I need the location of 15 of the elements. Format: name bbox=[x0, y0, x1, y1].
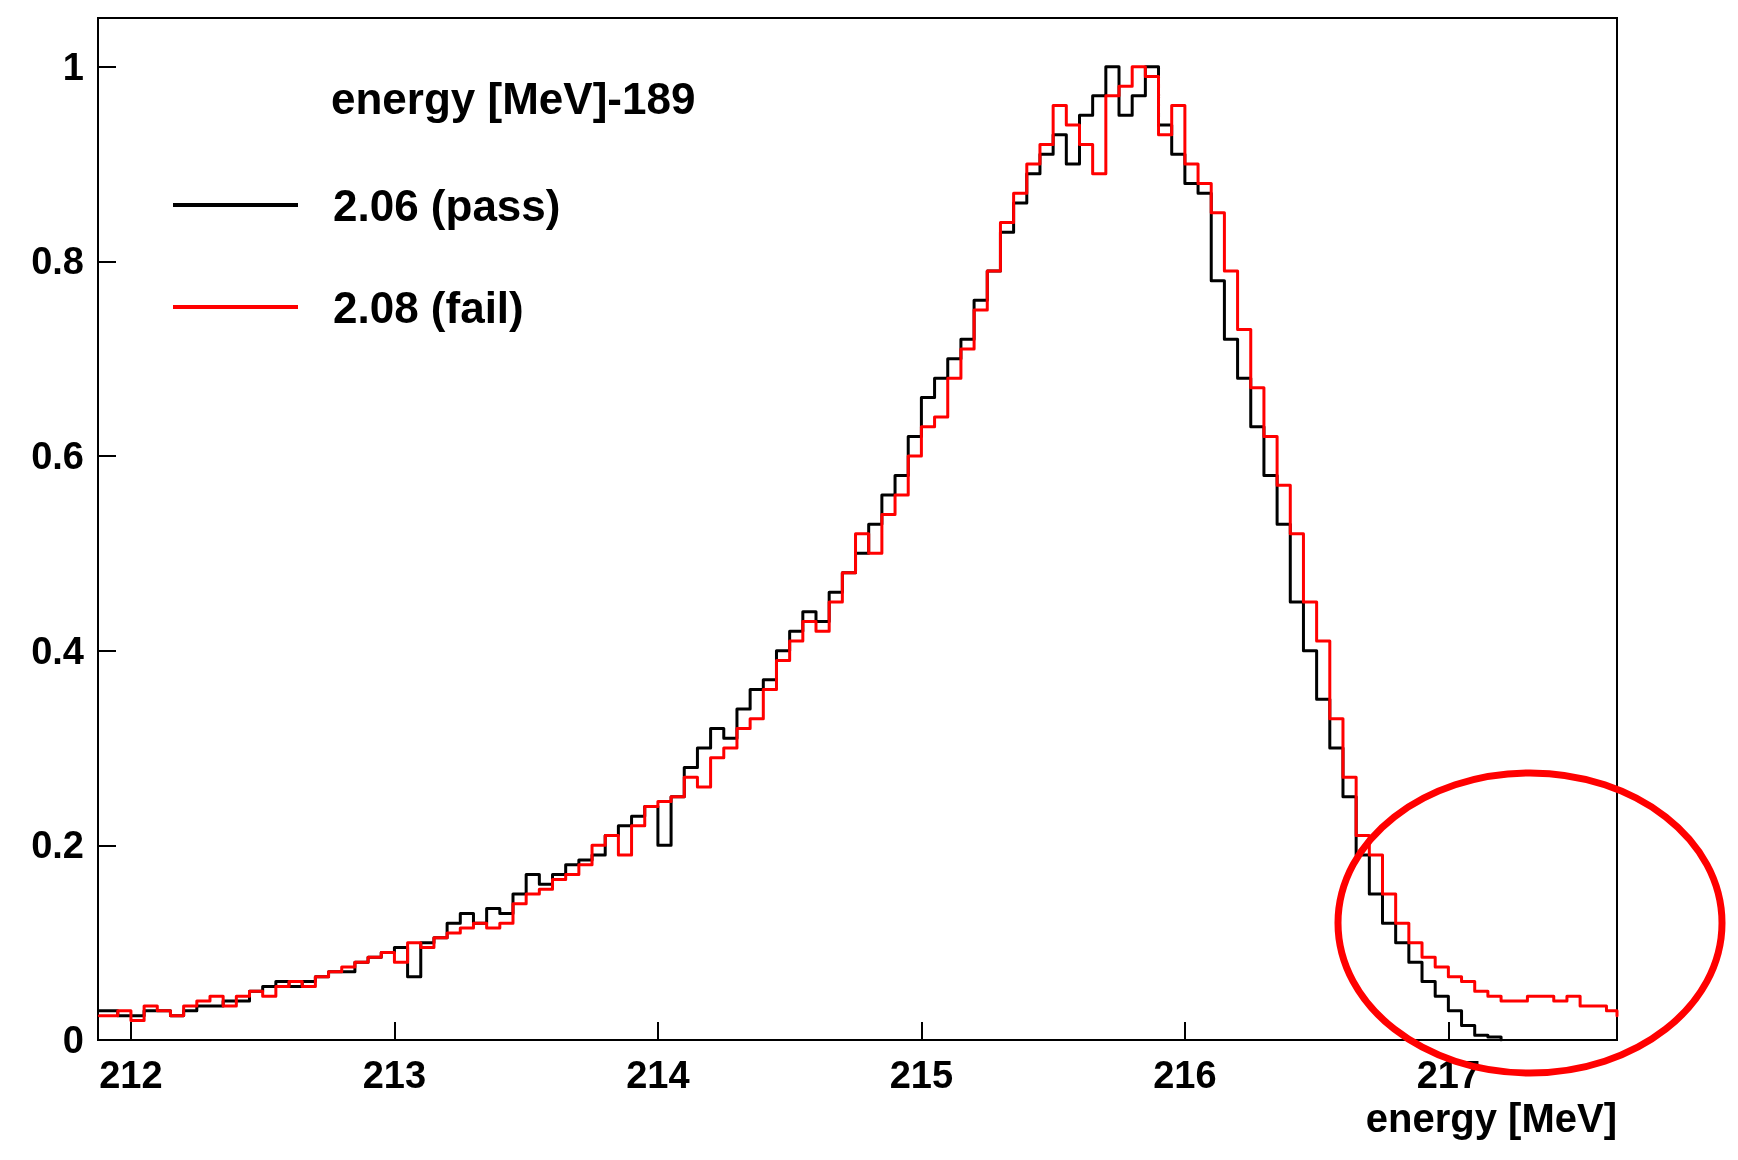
x-tick-label: 216 bbox=[1153, 1054, 1217, 1096]
y-tick-label: 1 bbox=[62, 45, 84, 88]
x-tick-label: 215 bbox=[889, 1054, 954, 1096]
y-tick-label: 0.8 bbox=[31, 240, 84, 283]
y-tick-label: 0.2 bbox=[31, 824, 84, 867]
legend-label: 2.08 (fail) bbox=[333, 282, 524, 332]
legend-title: energy [MeV]-189 bbox=[331, 73, 696, 123]
y-tick-label: 0.6 bbox=[31, 435, 84, 477]
x-axis-title: energy [MeV] bbox=[1365, 1096, 1617, 1140]
x-tick-label: 213 bbox=[362, 1054, 427, 1096]
y-tick-label: 0 bbox=[62, 1019, 84, 1061]
legend-label: 2.06 (pass) bbox=[333, 180, 561, 230]
y-tick-label: 0.4 bbox=[31, 629, 84, 672]
x-tick-label: 214 bbox=[626, 1054, 690, 1096]
x-tick-label: 212 bbox=[99, 1054, 163, 1096]
